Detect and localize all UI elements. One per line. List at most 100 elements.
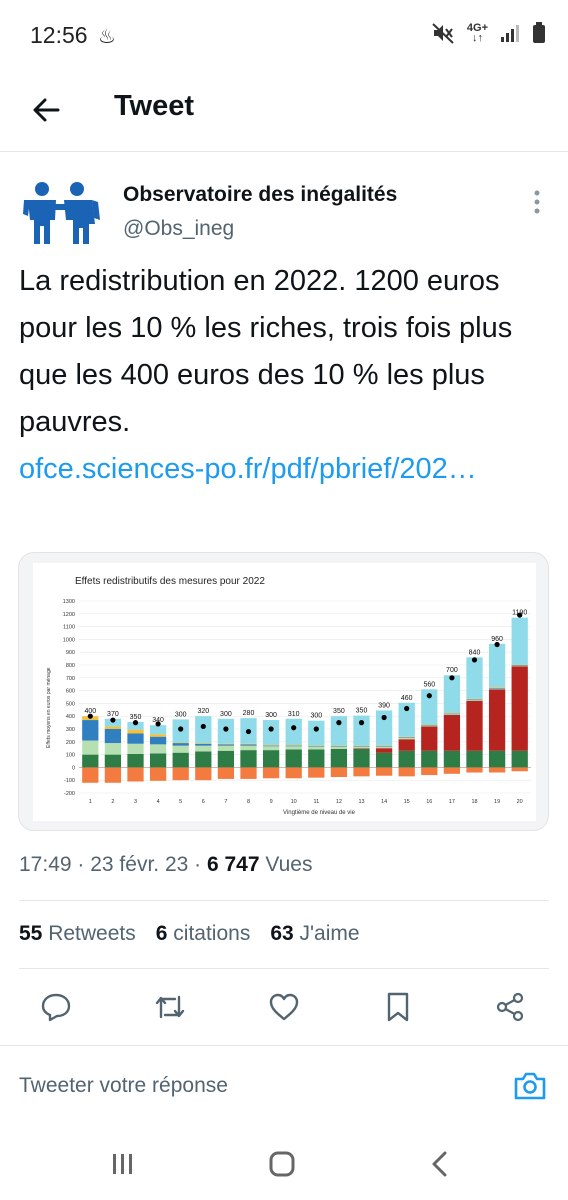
chart-bar-segment [398, 750, 415, 768]
chart-bar-segment [149, 753, 167, 768]
y-tick-label: 1100 [63, 625, 75, 631]
x-tick-label: 18 [471, 799, 477, 805]
quotes-stat[interactable]: 6 citations [156, 922, 251, 946]
y-tick-label: -200 [64, 791, 75, 797]
author-handle[interactable]: @Obs_ineg [123, 217, 235, 240]
chart-bar-segment [511, 666, 528, 751]
data-label: 300 [175, 711, 187, 718]
notification-icon: ♨ [98, 26, 116, 48]
x-tick-label: 12 [336, 799, 342, 805]
chart-bar-segment [82, 740, 99, 755]
net-effect-point [178, 726, 184, 732]
reply-icon [41, 993, 71, 1022]
views-count: 6 747 [206, 853, 260, 876]
like-button[interactable] [262, 985, 306, 1029]
chart-bar-segment [262, 745, 280, 746]
chart-bar-segment [466, 698, 483, 700]
chart-bar-segment [398, 739, 415, 751]
data-label: 460 [401, 695, 413, 702]
y-tick-label: 800 [66, 663, 75, 669]
system-nav-bar [0, 1128, 568, 1200]
chart-bar-segment [195, 745, 212, 752]
chart-bar-segment [443, 714, 461, 751]
chart-bar-segment [262, 720, 280, 745]
chart-bar-segment [421, 725, 438, 727]
chart-bar-segment [240, 745, 257, 751]
x-tick-label: 19 [494, 799, 500, 805]
x-tick-label: 8 [247, 799, 250, 805]
y-tick-label: 900 [66, 650, 75, 656]
chart-bar-segment [172, 742, 189, 744]
x-tick-label: 3 [134, 799, 137, 805]
x-tick-label: 10 [291, 799, 297, 805]
likes-count: 63 [270, 922, 294, 945]
data-label: 840 [469, 649, 481, 656]
likes-stat[interactable]: 63 J'aime [270, 922, 359, 946]
net-effect-point [200, 723, 206, 730]
x-tick-label: 17 [449, 799, 455, 805]
net-effect-point [449, 675, 455, 681]
reply-bar: Tweeter votre réponse [0, 1045, 568, 1125]
chart-bar-segment [195, 716, 212, 744]
chart-bar-segment [127, 733, 144, 744]
chart-bar-segment [82, 767, 99, 783]
quotes-count: 6 [155, 922, 168, 945]
chart-bar-segment [398, 737, 415, 740]
reply-button[interactable] [34, 985, 78, 1029]
data-label: 1190 [512, 610, 527, 617]
net-effect-point [155, 721, 161, 727]
chart-bar-segment [353, 748, 370, 749]
reply-input[interactable]: Tweeter votre réponse [19, 1074, 228, 1097]
share-button[interactable] [488, 985, 532, 1029]
y-tick-label: 1000 [63, 637, 75, 643]
chart-bar-segment [240, 743, 257, 745]
chart-bar-segment [262, 750, 280, 768]
chart-bar-segment [330, 746, 348, 749]
net-effect-point [245, 728, 252, 735]
more-options-button[interactable] [528, 184, 546, 224]
back-nav-button[interactable] [420, 1146, 460, 1182]
chart-bar-segment [466, 750, 483, 768]
chart-bar-segment [330, 767, 348, 777]
chart-bar-segment [262, 746, 280, 751]
recent-apps-icon [113, 1154, 132, 1174]
chart-bar-segment [466, 767, 483, 773]
chart-bar-segment [443, 713, 461, 714]
bookmark-button[interactable] [376, 985, 420, 1029]
back-button[interactable] [28, 92, 64, 128]
chart-bar-segment [217, 750, 235, 768]
home-button[interactable] [262, 1146, 302, 1182]
chart-bar-segment [466, 700, 483, 751]
recent-apps-button[interactable] [103, 1146, 143, 1182]
data-label: 340 [152, 717, 164, 724]
chart-bar-segment [217, 744, 235, 746]
status-icons: 4G+ ↓↑ [431, 22, 546, 44]
chart-bar-segment [262, 767, 280, 779]
avatar[interactable] [22, 180, 102, 248]
chart-bar-segment [511, 750, 528, 768]
chart-bar-segment [466, 700, 483, 701]
net-effect-point [494, 641, 500, 648]
data-label: 700 [446, 667, 458, 674]
net-effect-point [517, 612, 523, 618]
data-label: 370 [107, 711, 119, 718]
net-effect-point [313, 726, 319, 732]
author-name[interactable]: Observatoire des inégalités [123, 183, 398, 206]
divider [19, 900, 549, 901]
chart-bar-segment [398, 736, 415, 738]
heart-icon [269, 993, 299, 1021]
tweet-date: 23 févr. 23 [90, 853, 189, 876]
chart-labels: 400 1 370 2 350 3 340 4 300 5 320 6 300 7 280 8 300 9 310 1… [84, 610, 527, 805]
data-label: 300 [265, 712, 277, 719]
camera-button[interactable] [512, 1068, 548, 1104]
retweet-button[interactable] [148, 985, 192, 1029]
tweet-link[interactable]: ofce.sciences-po.fr/pdf/pbrief/202… [19, 453, 477, 485]
retweets-stat[interactable]: 55 Retweets [19, 922, 136, 946]
chart-bar-segment [308, 767, 325, 778]
net-effect-point [381, 714, 387, 721]
chart-bar-segment [421, 724, 438, 726]
chart-bar-segment [172, 743, 189, 746]
chart-bar-segment [308, 749, 325, 768]
tweet-media[interactable]: Effets redistributifs des mesures pour 2… [18, 552, 549, 831]
more-vertical-icon [534, 190, 540, 214]
